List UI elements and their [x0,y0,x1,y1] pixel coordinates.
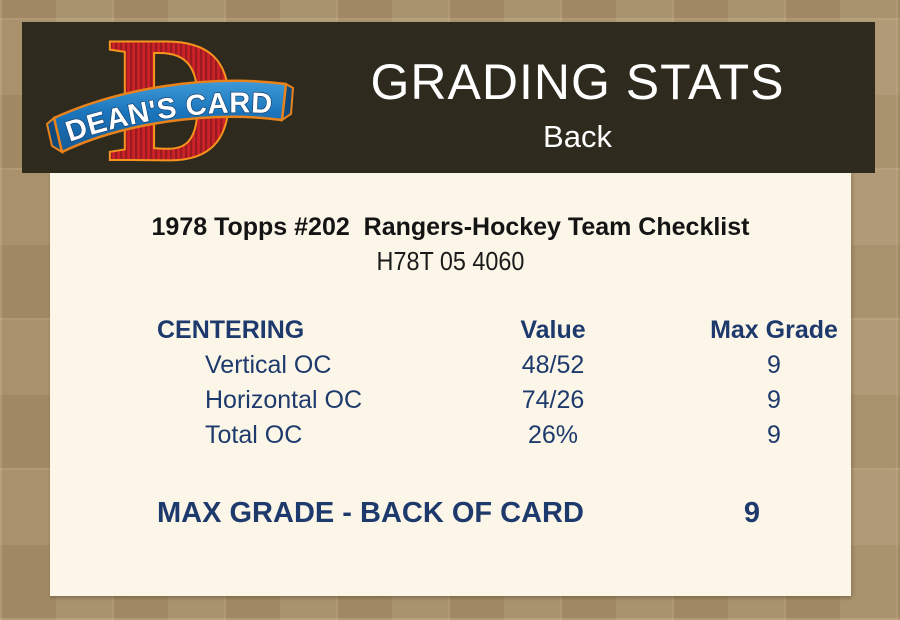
centering-table: CENTERING Value Max Grade Vertical OC 48… [50,313,851,453]
card-id: H78T 05 4060 [376,246,525,276]
row-value: 48/52 [521,351,585,379]
row-max-grade: 9 [767,421,781,449]
row-label: Vertical OC [205,351,332,379]
card-title: 1978 Topps #202 Rangers-Hockey Team Chec… [151,213,750,241]
row-label: Total OC [205,421,303,449]
summary-value: 9 [743,497,761,529]
col-header-centering: CENTERING [157,316,305,344]
row-max-grade: 9 [767,351,781,379]
header-bar: D DEAN'S CARDS GRADING STATS Back [22,22,875,173]
page-subtitle: Back [543,119,612,154]
col-header-max-grade: Max Grade [710,316,838,344]
logo-ribbon [52,79,288,154]
summary-label: MAX GRADE - BACK OF CARD [157,497,584,529]
header-text-block: GRADING STATS Back [280,22,875,173]
row-value: 74/26 [521,386,585,414]
table-row-total-oc: Total OC 26% 9 [50,418,851,453]
row-value: 26% [527,421,579,449]
max-grade-summary: MAX GRADE - BACK OF CARD 9 [50,495,851,531]
deans-cards-logo[interactable]: D DEAN'S CARDS [46,28,294,168]
table-row-vertical-oc: Vertical OC 48/52 9 [50,348,851,383]
row-label: Horizontal OC [205,386,362,414]
col-header-value: Value [520,316,586,344]
row-max-grade: 9 [767,386,781,414]
table-row-horizontal-oc: Horizontal OC 74/26 9 [50,383,851,418]
page-title: GRADING STATS [370,54,785,110]
stats-panel: 1978 Topps #202 Rangers-Hockey Team Chec… [50,173,851,596]
table-header-row: CENTERING Value Max Grade [50,313,851,348]
